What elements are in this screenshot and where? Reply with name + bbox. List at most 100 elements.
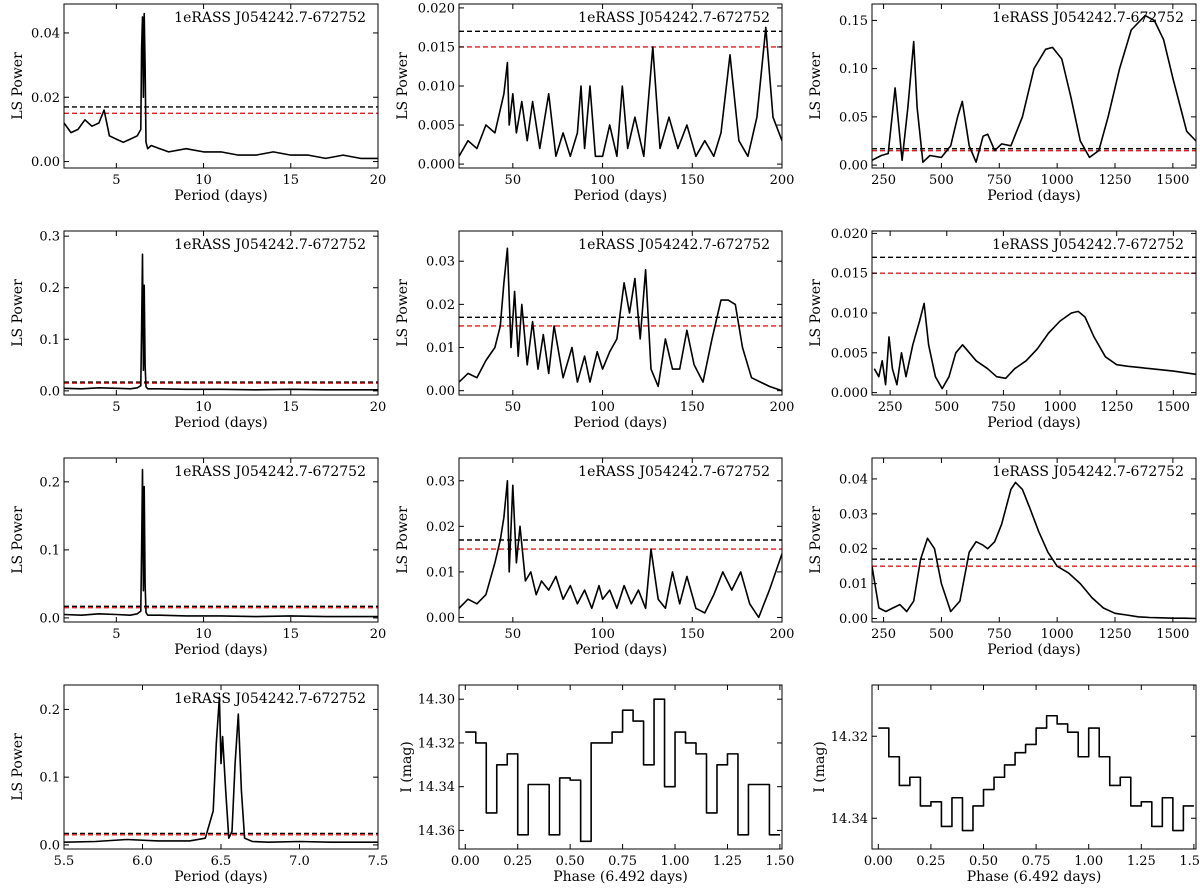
- source-title: 1eRASS J054242.7-672752: [992, 464, 1184, 480]
- source-title: 1eRASS J054242.7-672752: [992, 237, 1184, 253]
- y-tick-label: 0.00: [839, 159, 868, 174]
- series-line: [873, 302, 1196, 390]
- x-axis-label: Period (days): [987, 188, 1080, 204]
- y-tick-label: 14.34: [831, 812, 868, 827]
- x-axis-label: Phase (6.492 days): [967, 869, 1102, 885]
- source-title: 1eRASS J054242.7-672752: [992, 10, 1184, 26]
- panel-p6: 250 500 750 1000 1250 1500 0.000 0.005 0.010 0.01…: [808, 227, 1197, 431]
- axes-frame: [458, 230, 783, 396]
- y-axis-label: LS Power: [10, 506, 26, 574]
- x-tick-label: 0.00: [864, 854, 893, 869]
- x-tick-label: 1250: [1098, 627, 1131, 642]
- y-axis-label: LS Power: [10, 279, 26, 347]
- y-tick-label: 14.36: [418, 824, 455, 839]
- x-tick-label: 250: [871, 627, 896, 642]
- x-tick-label: 50: [505, 173, 522, 188]
- axes-frame: [63, 3, 379, 169]
- y-tick-label: 0.00: [31, 155, 60, 170]
- x-tick-label: 200: [770, 627, 795, 642]
- source-title: 1eRASS J054242.7-672752: [578, 237, 770, 253]
- source-title: 1eRASS J054242.7-672752: [578, 10, 770, 26]
- x-tick-label: 1.25: [713, 854, 742, 869]
- x-tick-label: 150: [680, 627, 705, 642]
- panel-p9: 250 500 750 1000 1250 1500 0.00 0.01 0.02 0.03 0.0…: [808, 457, 1197, 658]
- y-tick-label: 0.0: [39, 611, 60, 626]
- x-tick-label: 100: [590, 173, 615, 188]
- y-tick-label: 14.32: [418, 736, 455, 751]
- x-tick-label: 15: [283, 173, 300, 188]
- panel-p2: 50 100 150 200 0.000 0.005 0.010 0.015 0.020 Peri…: [395, 1, 794, 204]
- x-tick-label: 15: [283, 400, 300, 415]
- panel-p3: 250 500 750 1000 1250 1500 0.00 0.05 0.10 0.15 Per…: [808, 3, 1197, 204]
- y-axis-label: LS Power: [395, 52, 411, 120]
- series-line: [64, 12, 378, 160]
- x-tick-label: 750: [987, 173, 1012, 188]
- x-tick-label: 1250: [1100, 400, 1133, 415]
- y-tick-label: 0.000: [418, 158, 455, 173]
- y-tick-label: 0.3: [39, 230, 60, 245]
- y-tick-label: 0.015: [418, 40, 455, 55]
- x-tick-label: 1000: [1041, 627, 1074, 642]
- y-axis-label: LS Power: [10, 52, 26, 120]
- x-tick-label: 1.50: [765, 854, 794, 869]
- series-line: [459, 247, 782, 392]
- x-tick-label: 15: [283, 627, 300, 642]
- y-tick-label: 0.04: [31, 26, 60, 41]
- x-axis-label: Period (days): [174, 415, 267, 431]
- y-tick-label: 0.0: [39, 384, 60, 399]
- y-tick-label: 0.00: [839, 612, 868, 627]
- y-tick-label: 0.04: [839, 472, 868, 487]
- series-line: [459, 480, 782, 619]
- x-tick-label: 5.5: [54, 854, 75, 869]
- x-tick-label: 50: [505, 627, 522, 642]
- y-tick-label: 0.02: [426, 520, 455, 535]
- x-tick-label: 6.5: [211, 854, 232, 869]
- y-axis-label: I (mag): [812, 741, 828, 793]
- x-tick-label: 0.50: [969, 854, 998, 869]
- y-tick-label: 0.010: [831, 307, 868, 322]
- x-tick-label: 100: [590, 627, 615, 642]
- series-line: [872, 14, 1196, 163]
- source-title: 1eRASS J054242.7-672752: [174, 10, 366, 26]
- y-tick-label: 14.32: [831, 730, 868, 745]
- x-axis-label: Period (days): [174, 642, 267, 658]
- x-axis-label: Period (days): [174, 188, 267, 204]
- panel-p5: 50 100 150 200 0.00 0.01 0.02 0.03 Period (days)…: [395, 230, 795, 431]
- y-axis-label: LS Power: [10, 733, 26, 801]
- x-axis-label: Period (days): [574, 188, 667, 204]
- x-tick-label: 7.0: [289, 854, 310, 869]
- x-axis-label: Period (days): [574, 642, 667, 658]
- y-tick-label: 0.2: [39, 703, 60, 718]
- x-tick-label: 150: [680, 400, 705, 415]
- x-tick-label: 20: [370, 173, 387, 188]
- x-tick-label: 50: [505, 400, 522, 415]
- x-tick-label: 1.00: [1074, 854, 1103, 869]
- x-tick-label: 250: [878, 400, 903, 415]
- x-tick-label: 0.00: [451, 854, 480, 869]
- x-tick-label: 750: [987, 627, 1012, 642]
- x-tick-label: 100: [590, 400, 615, 415]
- y-tick-label: 0.02: [839, 542, 868, 557]
- panel-p1: 5 10 15 20 0.00 0.02 0.04 Period (days) LS Power…: [10, 3, 387, 204]
- axes-frame: [458, 684, 783, 850]
- y-tick-label: 0.0: [39, 838, 60, 853]
- axes-frame: [871, 230, 1197, 396]
- axes-frame: [63, 230, 379, 396]
- x-tick-label: 20: [370, 627, 387, 642]
- y-tick-label: 0.01: [839, 577, 868, 592]
- panel-p10: 5.5 6.0 6.5 7.0 7.5 0.0 0.1 0.2 Period (days) LS …: [10, 684, 388, 885]
- y-axis-label: LS Power: [395, 506, 411, 574]
- source-title: 1eRASS J054242.7-672752: [174, 691, 366, 707]
- x-tick-label: 0.25: [503, 854, 532, 869]
- panel-p8: 50 100 150 200 0.00 0.01 0.02 0.03 Period (days)…: [395, 457, 795, 658]
- y-tick-label: 14.30: [418, 693, 455, 708]
- x-tick-label: 1.00: [661, 854, 690, 869]
- y-tick-label: 0.1: [39, 333, 60, 348]
- y-tick-label: 0.01: [426, 341, 455, 356]
- y-tick-label: 0.03: [839, 507, 868, 522]
- y-axis-label: I (mag): [399, 741, 415, 793]
- y-tick-label: 0.020: [831, 227, 868, 242]
- x-tick-label: 200: [770, 400, 795, 415]
- x-tick-label: 5: [112, 627, 120, 642]
- y-tick-label: 0.02: [426, 298, 455, 313]
